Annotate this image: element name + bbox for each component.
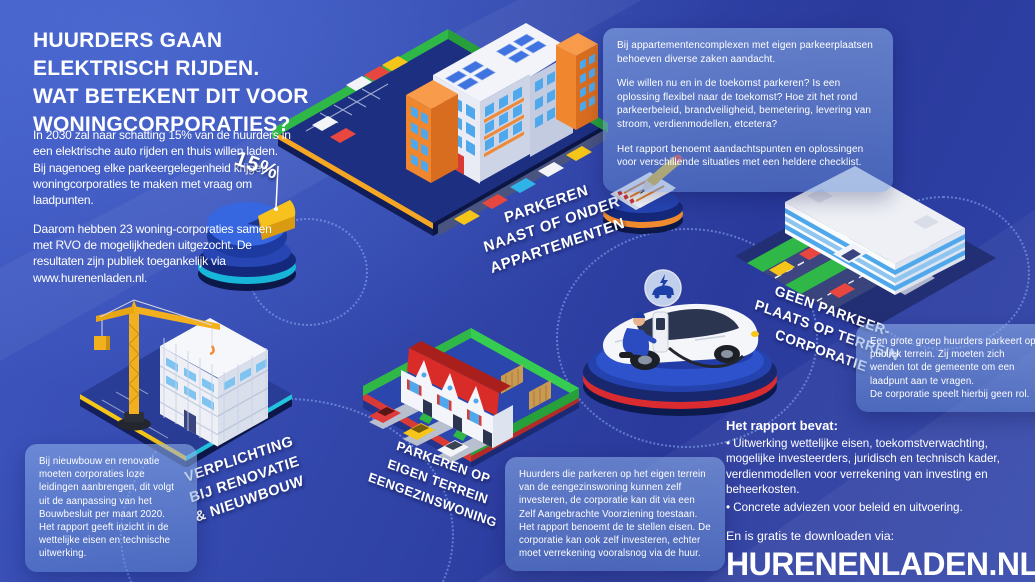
note-own-site: Huurders die parkeren op het eigen terre… [505, 457, 725, 572]
intro-paragraph-1: In 2030 zal naar schatting 15% van de hu… [33, 128, 291, 208]
ev-charging-badge-icon [644, 269, 682, 307]
note-apartments: Bij appartementencomplexen met eigen par… [603, 28, 893, 192]
title-line: ELEKTRISCH RIJDEN. [33, 57, 260, 81]
intro-paragraph-2: Daarom hebben 23 woning-corporaties same… [33, 221, 272, 285]
charging-cable-icon [668, 346, 744, 368]
ev-car-charging-illustration [575, 248, 790, 423]
tower-crane-icon [94, 299, 220, 431]
scaffolding-icon [163, 338, 267, 444]
note-paragraph: Bij appartementencomplexen met eigen par… [617, 40, 873, 65]
note-paragraph: Bij nieuwbouw en renovatie moeten corpor… [39, 456, 175, 560]
note-paragraph: Wie willen nu en in de toekomst parkeren… [617, 78, 872, 130]
hurenenladen-site-text: HURENENLADEN.NL [726, 546, 1035, 582]
apartment-complex-illustration [268, 3, 608, 243]
download-text: En is gratis te downloaden via: [726, 529, 895, 544]
driveway-cars-icon [369, 406, 469, 457]
note-paragraph: Het rapport benoemt aandachtspunten en o… [617, 143, 864, 169]
solar-panels-icon [444, 33, 547, 91]
report-bullet-2: • Concrete adviezen voor beleid en uitvo… [726, 501, 963, 515]
note-paragraph: Huurders die parkeren op het eigen terre… [519, 469, 711, 560]
row-houses-illustration [353, 312, 588, 472]
street-cars-icon [454, 146, 592, 225]
note-paragraph: Een grote groep huurders parkeert op pub… [870, 336, 1035, 387]
title-line: HUURDERS GAAN [33, 29, 223, 53]
report-summary: Het rapport bevat: • Uitwerking wettelij… [726, 418, 1035, 582]
technician-icon [619, 312, 657, 358]
report-bullet-1: • Uitwerking wettelijke eisen, toekomstv… [726, 437, 1000, 496]
office-building-illustration [733, 158, 998, 338]
title-line: WAT BETEKENT DIT VOOR [33, 85, 309, 109]
title-line: WONINGCORPORATIES? [33, 113, 291, 137]
intro-text: In 2030 zal naar schatting 15% van de hu… [33, 127, 291, 298]
note-renovation: Bij nieuwbouw en renovatie moeten corpor… [25, 444, 197, 572]
checklist-icon [596, 150, 691, 245]
note-no-parking: Een grote groep huurders parkeert op pub… [856, 324, 1035, 412]
page-title: HUURDERS GAAN ELEKTRISCH RIJDEN. WAT BET… [33, 27, 345, 140]
parked-cars-icon [312, 56, 408, 143]
pie-chart-15-percent [190, 146, 305, 301]
report-heading: Het rapport bevat: [726, 418, 838, 433]
charging-station-icon [652, 311, 669, 353]
note-paragraph: De corporatie speelt hierbij geen rol. [870, 388, 1030, 400]
